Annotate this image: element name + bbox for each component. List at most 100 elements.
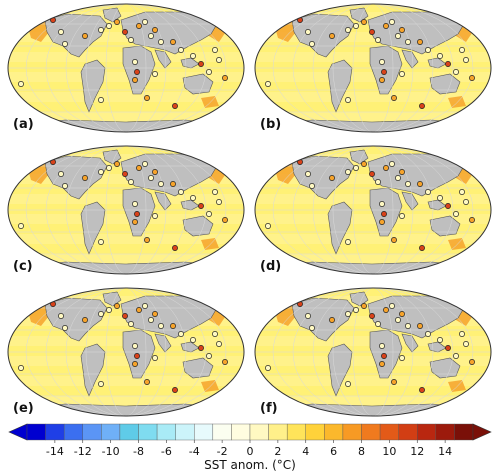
proxy-site-marker	[98, 311, 104, 317]
land-mass	[80, 343, 106, 397]
proxy-site-marker	[469, 75, 475, 81]
land-mass	[401, 191, 419, 211]
ocean-band	[255, 376, 491, 386]
graticule-lon	[25, 4, 227, 132]
ocean-band	[255, 296, 491, 306]
proxy-site-marker	[58, 313, 64, 319]
proxy-site-marker	[152, 311, 158, 317]
proxy-site-marker	[383, 23, 389, 29]
proxy-site-marker	[309, 41, 315, 47]
proxy-site-marker	[152, 27, 158, 33]
proxy-site-marker	[329, 317, 335, 323]
panel-label: (f)	[260, 401, 278, 416]
land-mass	[182, 215, 214, 237]
graticule-lon	[25, 288, 227, 416]
colorbar-segment	[305, 423, 325, 441]
colorbar-tick-label: 0	[247, 445, 254, 458]
panel-label: (b)	[260, 117, 282, 132]
land-mass	[154, 49, 172, 69]
graticule-lon	[292, 4, 454, 132]
proxy-site-marker	[82, 175, 88, 181]
proxy-site-marker	[132, 343, 138, 349]
colorbar-segment	[417, 423, 437, 441]
proxy-site-marker	[405, 39, 411, 45]
proxy-site-marker	[445, 345, 451, 351]
proxy-site-marker	[399, 169, 405, 175]
proxy-site-marker	[395, 317, 401, 323]
proxy-site-marker	[453, 353, 459, 359]
colorbar-segment	[45, 423, 65, 441]
proxy-site-marker	[369, 171, 375, 177]
proxy-site-marker	[345, 27, 351, 33]
ocean-band	[8, 296, 244, 306]
sst-anomaly-patch	[448, 238, 466, 250]
sst-anomaly-patch	[201, 96, 219, 108]
proxy-site-marker	[18, 81, 24, 87]
proxy-site-marker	[198, 61, 204, 67]
graticule-lon	[312, 146, 434, 274]
map-outline	[7, 3, 245, 133]
colorbar-segment	[119, 423, 139, 441]
ocean-band	[8, 32, 244, 42]
panel-label: (e)	[13, 401, 34, 416]
sst-map-f	[254, 287, 492, 417]
ocean-band	[255, 254, 491, 264]
proxy-site-marker	[144, 379, 150, 385]
proxy-site-marker	[419, 103, 425, 109]
sst-anomaly-patch	[448, 380, 466, 392]
ocean-band	[8, 92, 244, 102]
ocean-band	[8, 376, 244, 386]
land-mass	[271, 403, 475, 416]
proxy-site-marker	[142, 161, 148, 167]
proxy-site-marker	[132, 77, 138, 83]
land-mass	[24, 119, 228, 132]
colorbar-segment	[398, 423, 418, 441]
proxy-site-marker	[379, 77, 385, 83]
graticule-lon	[332, 288, 414, 416]
proxy-site-marker	[399, 27, 405, 33]
proxy-site-marker	[122, 313, 128, 319]
proxy-site-marker	[369, 29, 375, 35]
colorbar-tick-label: 10	[382, 445, 396, 458]
ocean-band	[8, 234, 244, 244]
ocean-band	[255, 174, 491, 184]
proxy-site-marker	[459, 47, 465, 53]
proxy-site-marker	[216, 57, 222, 63]
land-mass	[327, 201, 353, 255]
graticule-lon	[25, 146, 227, 274]
proxy-site-marker	[379, 201, 385, 207]
graticule-lon	[352, 288, 394, 416]
graticule-lon	[272, 288, 474, 416]
ocean-band	[255, 72, 491, 82]
proxy-site-marker	[152, 213, 158, 219]
graticule-lon	[45, 288, 207, 416]
proxy-site-marker	[98, 27, 104, 33]
proxy-site-marker	[329, 175, 335, 181]
colorbar-segment	[175, 423, 195, 441]
map-panel-d: (d)	[252, 144, 494, 278]
proxy-site-marker	[134, 69, 140, 75]
proxy-site-marker	[216, 199, 222, 205]
proxy-site-marker	[134, 211, 140, 217]
colorbar-segment	[82, 423, 102, 441]
proxy-site-marker	[353, 23, 359, 29]
graticule-lon	[85, 4, 167, 132]
land-mass	[271, 261, 475, 274]
graticule-lon	[312, 288, 434, 416]
proxy-site-marker	[437, 337, 443, 343]
land-mass	[24, 261, 228, 274]
proxy-site-marker	[222, 217, 228, 223]
proxy-site-marker	[172, 103, 178, 109]
land-mass	[182, 357, 214, 379]
proxy-site-marker	[178, 47, 184, 53]
proxy-site-marker	[417, 323, 423, 329]
proxy-site-marker	[309, 325, 315, 331]
proxy-site-marker	[122, 171, 128, 177]
land-mass	[291, 297, 355, 342]
proxy-site-marker	[425, 189, 431, 195]
colorbar-tick-label: -14	[46, 445, 64, 458]
proxy-site-marker	[353, 307, 359, 313]
proxy-site-marker	[375, 37, 381, 43]
proxy-site-marker	[144, 95, 150, 101]
ocean-band	[8, 112, 244, 122]
